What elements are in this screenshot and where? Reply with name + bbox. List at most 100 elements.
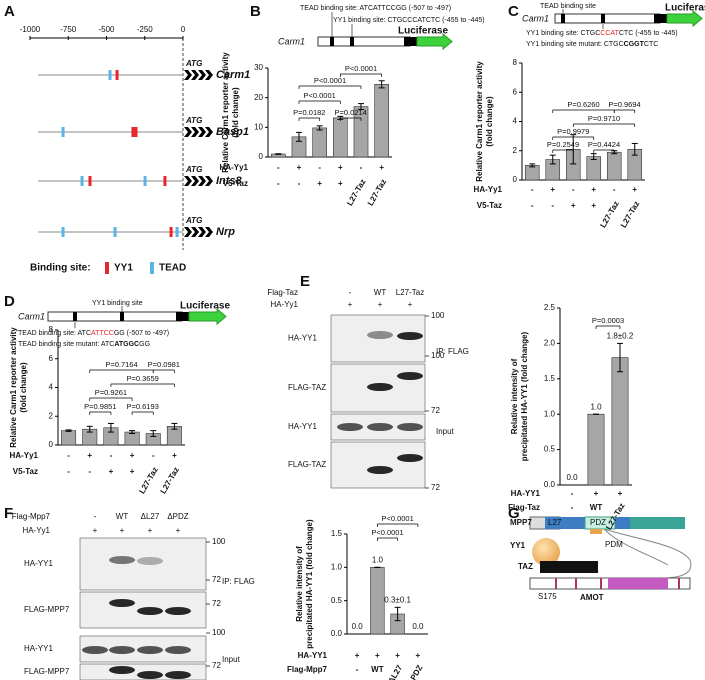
y-axis-label: (fold change) bbox=[19, 362, 28, 413]
blot-lane-label: ΔPDZ bbox=[167, 512, 188, 521]
pdm bbox=[590, 529, 602, 534]
binding-site bbox=[61, 127, 65, 137]
minimal-promoter bbox=[404, 37, 417, 46]
row-label: - bbox=[613, 185, 616, 194]
error-bar bbox=[150, 430, 157, 437]
gene-name: Nrp bbox=[216, 226, 235, 238]
reporter-label: Luciferase bbox=[180, 301, 230, 312]
row-name: Flag-Mpp7 bbox=[287, 665, 328, 674]
row-name: HA-YY1 bbox=[298, 651, 328, 660]
y-axis-label: Relative Carm1 reporter activity bbox=[475, 61, 484, 182]
comparison-label: P<0.0001 bbox=[314, 76, 346, 85]
row-label: + bbox=[355, 651, 360, 660]
legend-title: Binding site: bbox=[30, 263, 91, 274]
axis-tick-label: -750 bbox=[60, 25, 77, 34]
gene-name: Ints8 bbox=[216, 175, 243, 187]
blot-row-name: HA-Yy1 bbox=[270, 300, 298, 309]
row-name: V5-Taz bbox=[477, 201, 502, 210]
size-marker: 72 bbox=[431, 483, 440, 492]
error-bar bbox=[617, 342, 623, 373]
blot-band bbox=[165, 671, 191, 679]
blot-band bbox=[109, 556, 135, 564]
gene-name: Carm1 bbox=[216, 69, 250, 81]
minimal-promoter bbox=[654, 14, 667, 23]
blot-lane-label: WT bbox=[374, 288, 387, 297]
binding-site bbox=[143, 176, 147, 186]
construct-gene: Carm1 bbox=[522, 13, 549, 23]
gene-arrow bbox=[198, 176, 206, 186]
row-label: L27-Taz bbox=[366, 178, 388, 208]
comparison-label: P=0.3659 bbox=[127, 374, 159, 383]
note-part: ATTCC bbox=[91, 330, 114, 337]
domain-label: PDZ bbox=[590, 518, 606, 527]
binding-site bbox=[131, 127, 135, 137]
start-label: ATG bbox=[185, 59, 202, 68]
promoter bbox=[554, 13, 661, 24]
blot-lane-label: ΔL27 bbox=[141, 512, 160, 521]
y-axis-label: Relative intensity of bbox=[510, 358, 519, 434]
error-bar bbox=[358, 103, 364, 111]
note-part: GG bbox=[139, 341, 150, 348]
blot-band bbox=[165, 607, 191, 615]
blot-lane-label: L27-Taz bbox=[396, 288, 424, 297]
row-name: HA-Yy1 bbox=[10, 451, 39, 460]
y-tick-label: 8 bbox=[49, 325, 54, 334]
panel-letter: F bbox=[4, 505, 13, 522]
note-part: CGGT bbox=[624, 41, 645, 48]
error-bar bbox=[65, 429, 72, 432]
axis-tick-label: -1000 bbox=[20, 25, 41, 34]
blot-panel-name: FLAG-MPP7 bbox=[24, 605, 70, 614]
construct-gene: Carm1 bbox=[18, 311, 45, 321]
blot-band bbox=[82, 646, 108, 654]
blot-group: Input bbox=[436, 427, 455, 436]
domain-label: YY1 bbox=[510, 541, 526, 550]
note-part: CCAT bbox=[600, 30, 619, 37]
blot-band bbox=[109, 599, 135, 607]
y-tick-label: 1.5 bbox=[544, 374, 556, 383]
y-tick-label: 6 bbox=[49, 354, 54, 363]
row-label: + bbox=[591, 185, 596, 194]
binding-site bbox=[88, 176, 92, 186]
blot-band bbox=[367, 423, 393, 431]
bar bbox=[606, 151, 622, 181]
blot-band bbox=[337, 423, 363, 431]
row-label: L27-Taz bbox=[137, 466, 159, 496]
blot-lane-label: + bbox=[348, 300, 353, 309]
size-marker: 72 bbox=[431, 406, 440, 415]
y-axis-label: precipitated HA-YY1 (fold change) bbox=[305, 519, 314, 649]
y-tick-label: 2 bbox=[513, 146, 518, 155]
gene-arrow bbox=[205, 127, 213, 137]
site-mark bbox=[120, 312, 124, 321]
legend-swatch bbox=[150, 262, 154, 274]
error-bar bbox=[129, 430, 136, 434]
row-label: + bbox=[338, 163, 343, 172]
comparison-label: P=0.9710 bbox=[588, 114, 620, 123]
note-part: TEAD binding site: ATCATTCCGG (-507 to -… bbox=[300, 5, 451, 12]
error-bar bbox=[378, 80, 385, 89]
row-label: + bbox=[416, 651, 421, 660]
blot-lane-label: - bbox=[94, 512, 97, 521]
gene-arrow bbox=[198, 227, 206, 237]
size-marker: 72 bbox=[212, 661, 221, 670]
site-note: TEAD binding site: ATCATTCCGG (-507 to -… bbox=[300, 5, 451, 12]
amot-motif bbox=[600, 578, 602, 589]
blot-group: Input bbox=[222, 655, 241, 664]
comparison-label: P=0.0214 bbox=[335, 108, 367, 117]
note-part: TEAD binding site bbox=[540, 3, 596, 10]
y-tick-label: 0 bbox=[513, 175, 518, 184]
start-label: ATG bbox=[185, 116, 202, 125]
row-label: - bbox=[531, 185, 534, 194]
note-part: ATGGC bbox=[114, 341, 139, 348]
comparison-label: P=0.6193 bbox=[127, 402, 159, 411]
amot-motif bbox=[575, 578, 577, 589]
bar bbox=[611, 357, 629, 486]
gene-arrow bbox=[191, 227, 199, 237]
comparison-label: P=0.7164 bbox=[105, 360, 137, 369]
binding-site bbox=[115, 70, 119, 80]
construct-gene: Carm1 bbox=[278, 36, 305, 46]
blot-band bbox=[397, 454, 423, 462]
promoter bbox=[47, 311, 183, 322]
y-tick-label: 4 bbox=[513, 117, 518, 126]
start-label: ATG bbox=[185, 216, 202, 225]
error-bar bbox=[171, 422, 178, 430]
